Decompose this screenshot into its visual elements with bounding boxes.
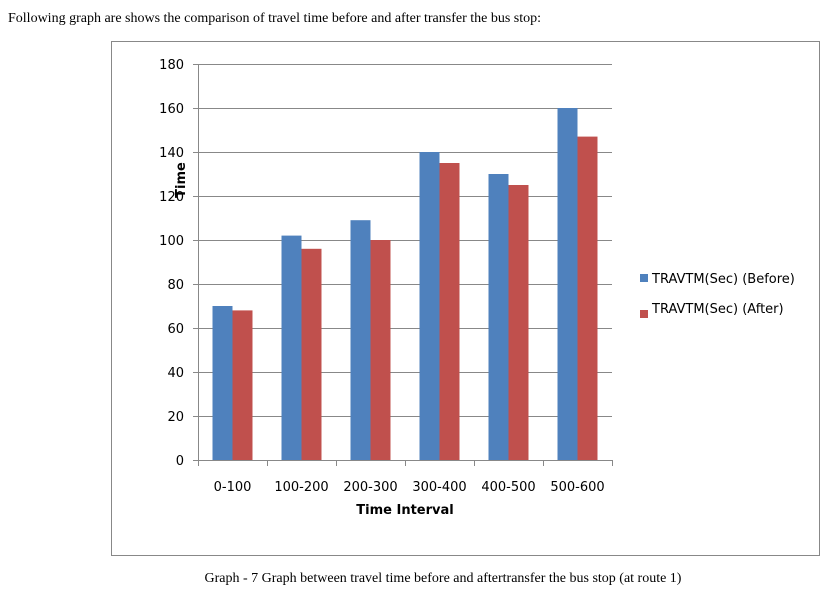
legend-swatch: [640, 310, 648, 318]
bar: [281, 235, 302, 460]
x-tick-label: 500-600: [550, 480, 604, 495]
y-tick-label: 0: [176, 454, 184, 469]
y-tick-label: 160: [159, 102, 184, 117]
caption: Graph - 7 Graph between travel time befo…: [205, 571, 682, 586]
bar: [301, 248, 322, 460]
y-tick-label: 20: [167, 410, 184, 425]
bar: [212, 306, 233, 460]
chart-frame: [111, 41, 820, 556]
legend-label: TRAVTM(Sec) (After): [651, 302, 784, 317]
y-axis-label: Time: [174, 162, 189, 198]
legend-swatch: [640, 274, 648, 282]
bar: [370, 240, 391, 460]
y-tick-label: 180: [159, 58, 184, 73]
bar: [419, 152, 440, 460]
bar: [232, 310, 253, 460]
y-tick-label: 40: [167, 366, 184, 381]
y-tick-label: 80: [167, 278, 184, 293]
bar: [577, 136, 598, 460]
y-tick-label: 140: [159, 146, 184, 161]
y-tick-label: 100: [159, 234, 184, 249]
x-axis-label: Time Interval: [356, 503, 453, 518]
x-tick-label: 100-200: [274, 480, 328, 495]
x-tick-label: 300-400: [412, 480, 466, 495]
bar: [439, 163, 460, 460]
legend-label: TRAVTM(Sec) (Before): [651, 272, 795, 287]
bar: [557, 108, 578, 460]
x-tick-label: 400-500: [481, 480, 535, 495]
bar: [488, 174, 509, 460]
y-tick-label: 120: [159, 190, 184, 205]
intro-text: Following graph are shows the comparison…: [8, 11, 541, 26]
bar: [508, 185, 529, 460]
x-tick-label: 0-100: [214, 480, 252, 495]
x-tick-label: 200-300: [343, 480, 397, 495]
bar: [350, 220, 371, 460]
y-tick-label: 60: [167, 322, 184, 337]
